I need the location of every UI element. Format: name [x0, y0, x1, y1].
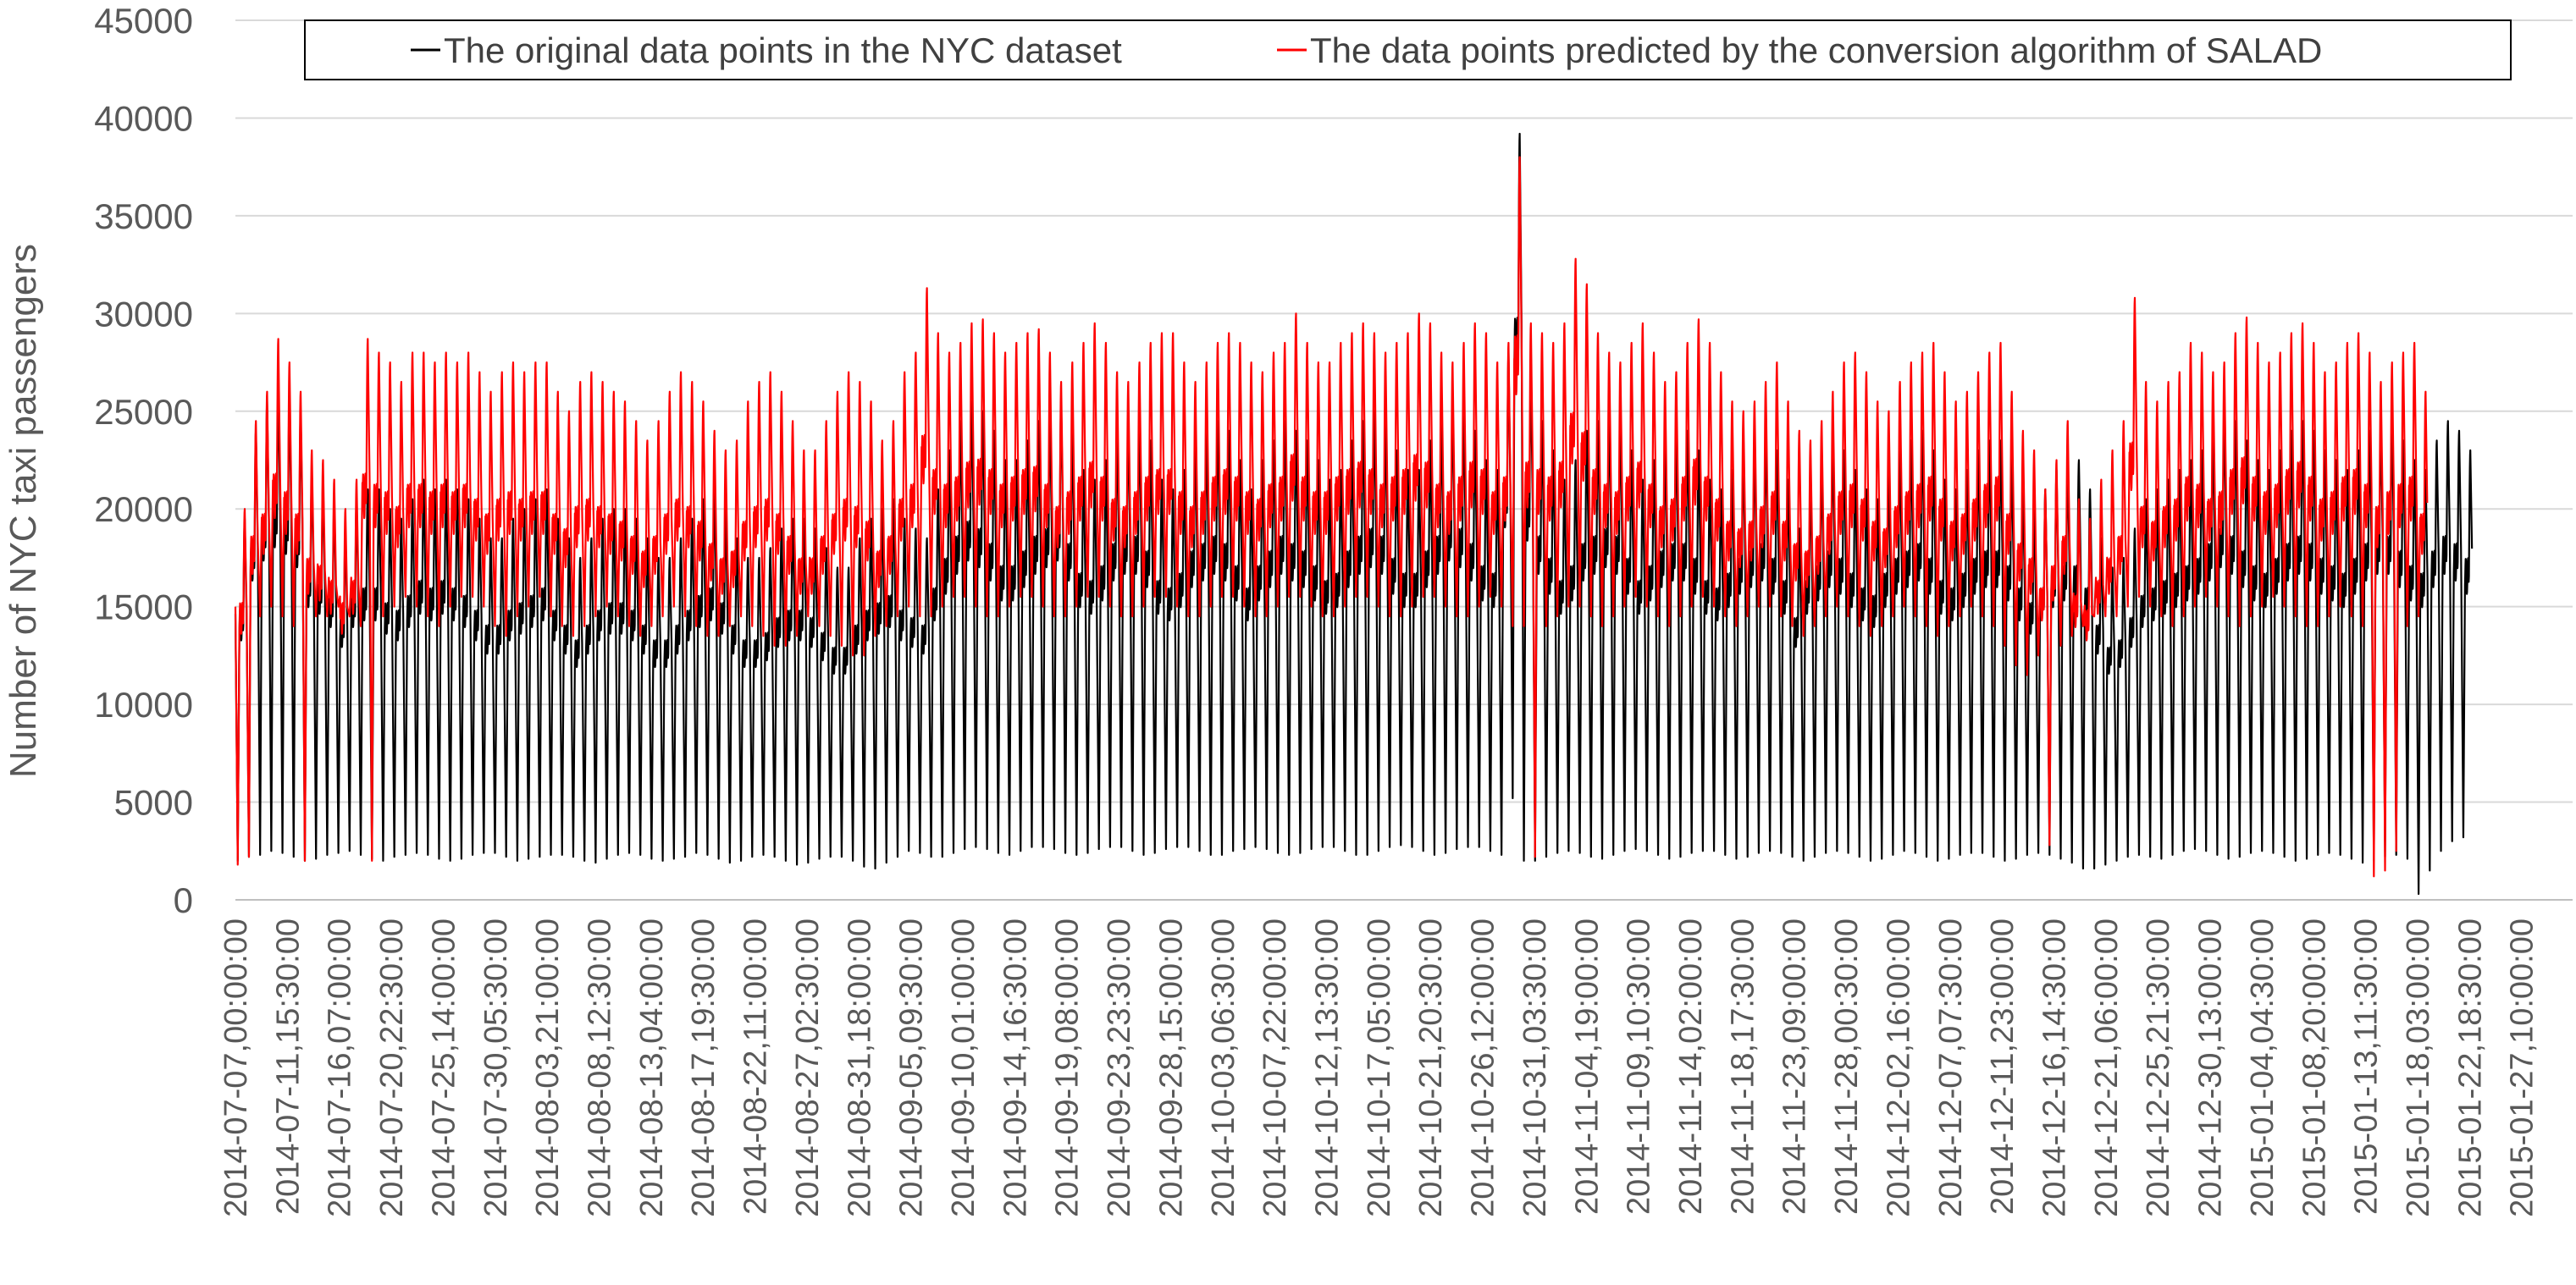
x-tick-label: 2014-08-08,12:30:00	[583, 918, 618, 1217]
y-tick-label: 30000	[94, 294, 193, 334]
x-tick-label: 2014-08-22,11:00:00	[738, 918, 774, 1215]
x-tick-label: 2014-11-14,02:00:00	[1673, 918, 1709, 1215]
series-line-original	[234, 132, 2474, 896]
legend: The original data points in the NYC data…	[304, 19, 2512, 80]
x-tick-label: 2014-08-31,18:00:00	[842, 918, 877, 1217]
x-tick-label: 2014-07-16,07:00:00	[323, 918, 358, 1217]
x-tick-label: 2014-12-21,06:00:00	[2089, 918, 2125, 1217]
x-tick-label: 2014-10-26,12:00:00	[1466, 918, 1501, 1217]
y-tick-label: 15000	[94, 587, 193, 627]
x-tick-label: 2014-08-03,21:00:00	[530, 918, 566, 1217]
x-tick-label: 2014-10-17,05:00:00	[1362, 918, 1397, 1217]
x-axis-ticks: 2014-07-07,00:00:00 2014-07-11,15:30:00 20…	[218, 918, 2540, 1217]
legend-box	[304, 19, 2512, 80]
x-tick-label: 2014-12-25,21:30:00	[2141, 918, 2176, 1217]
x-tick-label: 2015-01-08,20:00:00	[2297, 918, 2332, 1217]
y-tick-label: 5000	[114, 783, 193, 823]
x-tick-label: 2014-12-30,13:00:00	[2193, 918, 2229, 1217]
x-tick-label: 2015-01-18,03:00:00	[2401, 918, 2436, 1217]
y-tick-label: 45000	[94, 1, 193, 41]
x-tick-label: 2014-07-25,14:00:00	[426, 918, 462, 1217]
x-tick-label: 2014-08-17,19:30:00	[686, 918, 721, 1217]
x-tick-label: 2014-08-13,04:00:00	[634, 918, 670, 1217]
legend-label-predicted: The data points predicted by the convers…	[1310, 30, 2322, 70]
x-tick-label: 2014-12-02,16:00:00	[1881, 918, 1916, 1217]
y-axis-ticks: 0 5000 10000 15000 20000 25000 30000 35000 40000…	[94, 1, 193, 920]
x-tick-label: 2014-09-14,16:30:00	[998, 918, 1033, 1217]
series-line-predicted	[234, 156, 2429, 878]
x-tick-label: 2014-11-18,17:30:00	[1725, 918, 1761, 1215]
x-tick-label: 2014-09-28,15:00:00	[1153, 918, 1189, 1217]
x-tick-label: 2014-09-23,23:30:00	[1102, 918, 1137, 1217]
x-tick-label: 2014-11-09,10:30:00	[1622, 918, 1657, 1215]
x-tick-label: 2014-09-10,01:00:00	[946, 918, 981, 1217]
x-tick-label: 2015-01-27,10:00:00	[2505, 918, 2540, 1217]
x-tick-label: 2014-10-12,13:30:00	[1310, 918, 1346, 1217]
series-layer	[234, 132, 2474, 896]
x-tick-label: 2014-10-21,20:30:00	[1413, 918, 1449, 1217]
x-tick-label: 2014-07-20,22:30:00	[374, 918, 410, 1217]
x-tick-label: 2014-07-11,15:30:00	[270, 918, 306, 1215]
x-tick-label: 2014-12-11,23:00:00	[1985, 918, 2020, 1215]
x-tick-label: 2014-12-07,07:30:00	[1933, 918, 1969, 1217]
y-axis-title: Number of NYC taxi passengers	[3, 244, 44, 778]
y-tick-label: 40000	[94, 98, 193, 138]
x-tick-label: 2014-09-19,08:00:00	[1050, 918, 1086, 1217]
y-tick-label: 10000	[94, 685, 193, 725]
y-tick-label: 0	[174, 880, 193, 920]
x-tick-label: 2014-10-07,22:00:00	[1258, 918, 1293, 1217]
x-tick-label: 2014-09-05,09:30:00	[894, 918, 930, 1217]
x-tick-label: 2014-12-16,14:30:00	[2037, 918, 2073, 1217]
x-tick-label: 2014-08-27,02:30:00	[790, 918, 826, 1217]
x-tick-label: 2015-01-13,11:30:00	[2349, 918, 2385, 1215]
x-tick-label: 2014-07-30,05:30:00	[478, 918, 514, 1217]
x-tick-label: 2014-11-04,19:00:00	[1569, 918, 1605, 1215]
x-tick-label: 2014-07-07,00:00:00	[218, 918, 254, 1217]
y-tick-label: 25000	[94, 392, 193, 432]
x-tick-label: 2014-11-23,09:00:00	[1777, 918, 1813, 1215]
legend-label-original: The original data points in the NYC data…	[444, 30, 1122, 70]
x-tick-label: 2014-10-03,06:30:00	[1206, 918, 1241, 1217]
x-tick-label: 2015-01-22,18:30:00	[2452, 918, 2488, 1217]
x-tick-label: 2015-01-04,04:30:00	[2245, 918, 2280, 1217]
y-tick-label: 20000	[94, 489, 193, 529]
x-tick-label: 2014-10-31,03:30:00	[1517, 918, 1553, 1217]
y-tick-label: 35000	[94, 196, 193, 236]
x-tick-label: 2014-11-28,00:30:00	[1829, 918, 1865, 1215]
